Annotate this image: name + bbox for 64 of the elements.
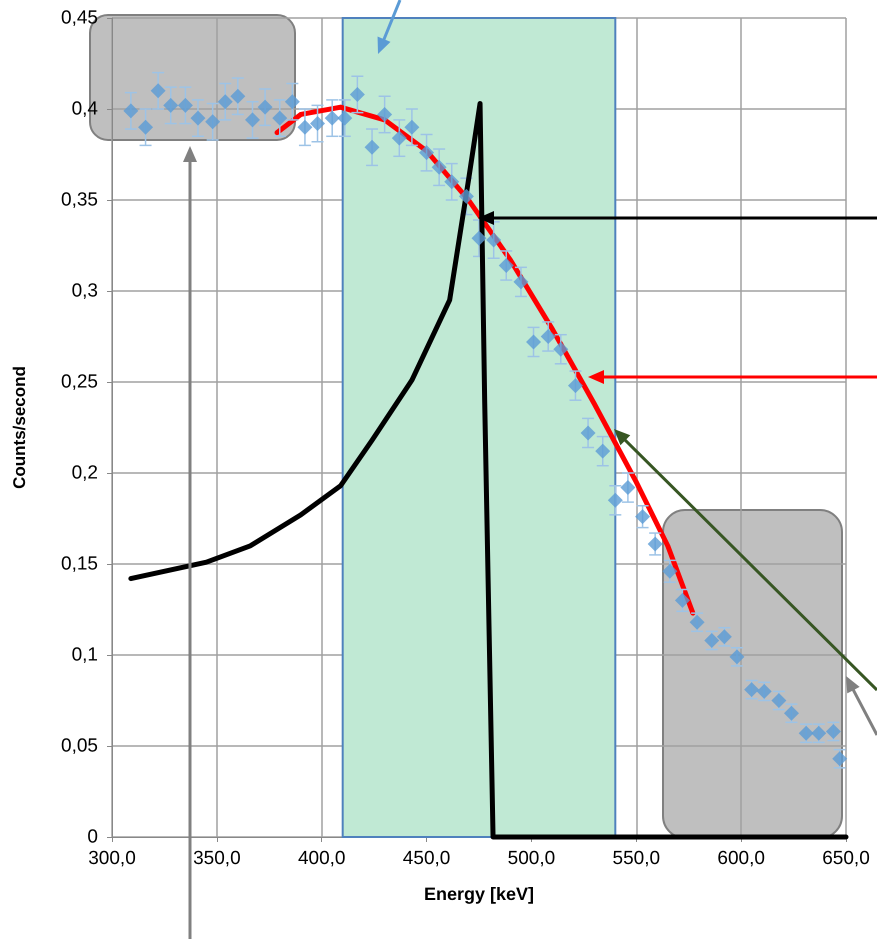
point [150, 83, 166, 98]
x-tick-label: 300,0 [88, 848, 136, 869]
point [163, 98, 178, 113]
x-tick-label: 500,0 [508, 848, 556, 869]
point [540, 329, 556, 344]
point [472, 230, 486, 246]
point [123, 103, 138, 118]
point [205, 114, 220, 130]
point [377, 106, 392, 122]
point [364, 140, 380, 155]
point [284, 94, 300, 110]
y-tick-label: 0 [87, 826, 98, 848]
point [337, 110, 352, 126]
point [245, 112, 260, 128]
point [178, 98, 193, 113]
point [832, 751, 848, 766]
x-axis-title: Energy [keV] [424, 884, 534, 904]
point [392, 130, 407, 146]
y-tick-label: 0,05 [61, 736, 98, 756]
point [635, 509, 650, 524]
point [513, 274, 528, 290]
point [498, 258, 514, 274]
x-tick-label: 350,0 [193, 848, 241, 869]
y-axis-title: Counts/second [10, 366, 29, 489]
y-tick-label: 0,3 [72, 280, 98, 302]
point [690, 614, 705, 630]
point [230, 88, 246, 104]
point [458, 188, 474, 204]
y-tick-label: 0,25 [61, 372, 98, 392]
y-tick-label: 0,15 [61, 554, 98, 574]
point [662, 564, 678, 579]
point [444, 174, 460, 190]
point [138, 120, 154, 135]
point [190, 110, 206, 126]
point [218, 94, 233, 110]
point [310, 116, 326, 132]
x-tick-label: 600,0 [717, 848, 765, 869]
point [620, 480, 636, 496]
point [324, 110, 340, 126]
point [486, 232, 502, 248]
point [608, 492, 623, 508]
point [526, 334, 542, 350]
y-tick-label: 0,2 [72, 462, 98, 484]
point [580, 425, 596, 440]
y-tick-label: 0,45 [61, 8, 98, 28]
x-tick-label: 450,0 [402, 848, 450, 869]
point [350, 86, 365, 102]
point [648, 536, 663, 552]
x-tick-label: 400,0 [298, 848, 346, 869]
point [553, 342, 568, 357]
point [674, 592, 690, 608]
point [258, 100, 273, 115]
x-tick-label: 650,0 [822, 848, 870, 869]
point [297, 120, 312, 135]
point [595, 444, 610, 459]
y-tick-label: 0,4 [72, 98, 98, 120]
y-tick-label: 0,35 [61, 190, 98, 210]
x-tick-label: 550,0 [612, 848, 660, 869]
point [272, 110, 288, 126]
point [404, 120, 420, 135]
y-tick-label: 0,1 [72, 644, 98, 666]
point [568, 378, 583, 394]
point [432, 160, 447, 175]
point [419, 145, 434, 160]
